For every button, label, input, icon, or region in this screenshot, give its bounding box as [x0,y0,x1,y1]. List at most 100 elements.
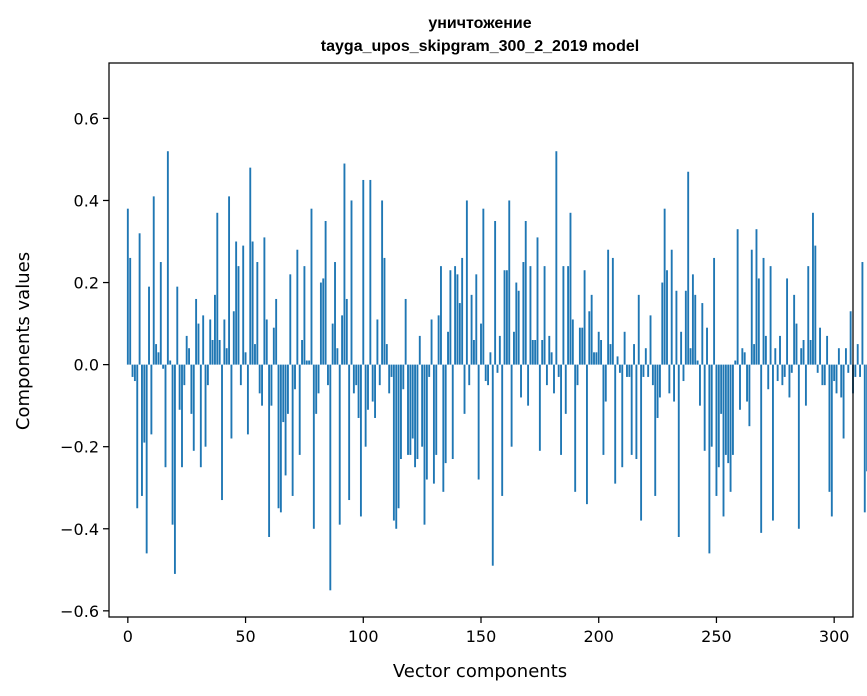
bar [807,266,810,365]
bar [569,212,572,365]
bar [496,364,499,373]
bar [390,364,393,377]
bar [489,352,492,365]
bar [797,364,800,529]
bar [270,364,273,406]
bar [289,274,292,365]
bar [376,319,379,365]
bar [324,220,327,365]
bar [609,344,612,365]
bar [367,364,369,410]
bar [553,364,555,394]
bar [428,364,431,377]
bar [538,364,541,451]
bar [621,364,624,468]
bar [211,340,214,365]
bar [164,364,167,468]
y-tick-label: 0.0 [74,356,99,375]
bar [644,348,647,365]
bar [223,319,226,365]
bar [586,364,588,505]
bar [708,364,711,554]
bar [430,319,433,365]
bar [181,364,183,468]
bar [713,257,716,365]
bar [456,274,459,365]
bar [447,331,449,365]
y-axis-label: Components values [13,252,34,430]
bar [440,266,442,365]
bar [133,364,136,382]
bar [341,315,344,365]
bar [480,323,482,365]
bar [781,364,784,386]
bar [828,364,831,492]
bar [837,348,840,365]
bar [400,364,402,460]
bar [475,274,478,365]
bar [722,364,725,517]
bar [677,364,680,537]
bar [616,356,619,365]
bar [258,364,261,394]
bar [595,352,598,365]
bar [143,364,146,443]
bar [618,364,621,373]
bar [357,364,360,418]
bar [249,167,252,365]
bar [779,335,781,365]
bar [491,364,494,566]
bar [230,364,233,439]
bar [141,364,143,496]
bar [327,364,329,386]
bar [557,364,560,377]
bar [746,364,748,402]
bar [717,364,720,468]
bar [197,323,200,365]
bar [823,364,826,386]
bar [383,257,386,365]
bar [520,364,522,398]
bar [202,315,205,365]
bar [159,262,162,365]
bar [423,364,426,525]
bar [209,319,212,365]
bar [221,364,223,501]
bar [404,298,407,365]
bar [150,364,153,435]
bar [720,364,723,414]
bar [369,179,372,365]
bar [214,294,216,365]
bar [188,348,190,365]
bar [642,364,645,377]
bar [407,364,409,455]
bar [465,200,468,365]
bar [355,364,358,386]
bar [286,364,289,414]
bar [425,364,428,480]
x-tick-label: 250 [701,627,732,646]
bar [729,364,732,492]
bar [275,298,278,365]
bar [755,229,758,365]
bar [567,266,570,365]
bar [661,282,664,365]
bar [451,364,454,460]
bar [821,364,824,386]
bar [673,364,675,402]
bar [261,364,263,406]
bar [623,331,626,365]
bar [814,245,817,365]
bar [760,364,763,533]
x-tick-label: 300 [819,627,850,646]
bar [239,364,242,386]
bar [597,331,600,365]
bar [155,344,158,365]
bar [743,352,746,365]
bar [385,344,388,365]
y-tick-label: −0.4 [60,520,99,539]
bar [129,257,132,365]
bar [218,340,221,365]
bar [508,200,511,365]
